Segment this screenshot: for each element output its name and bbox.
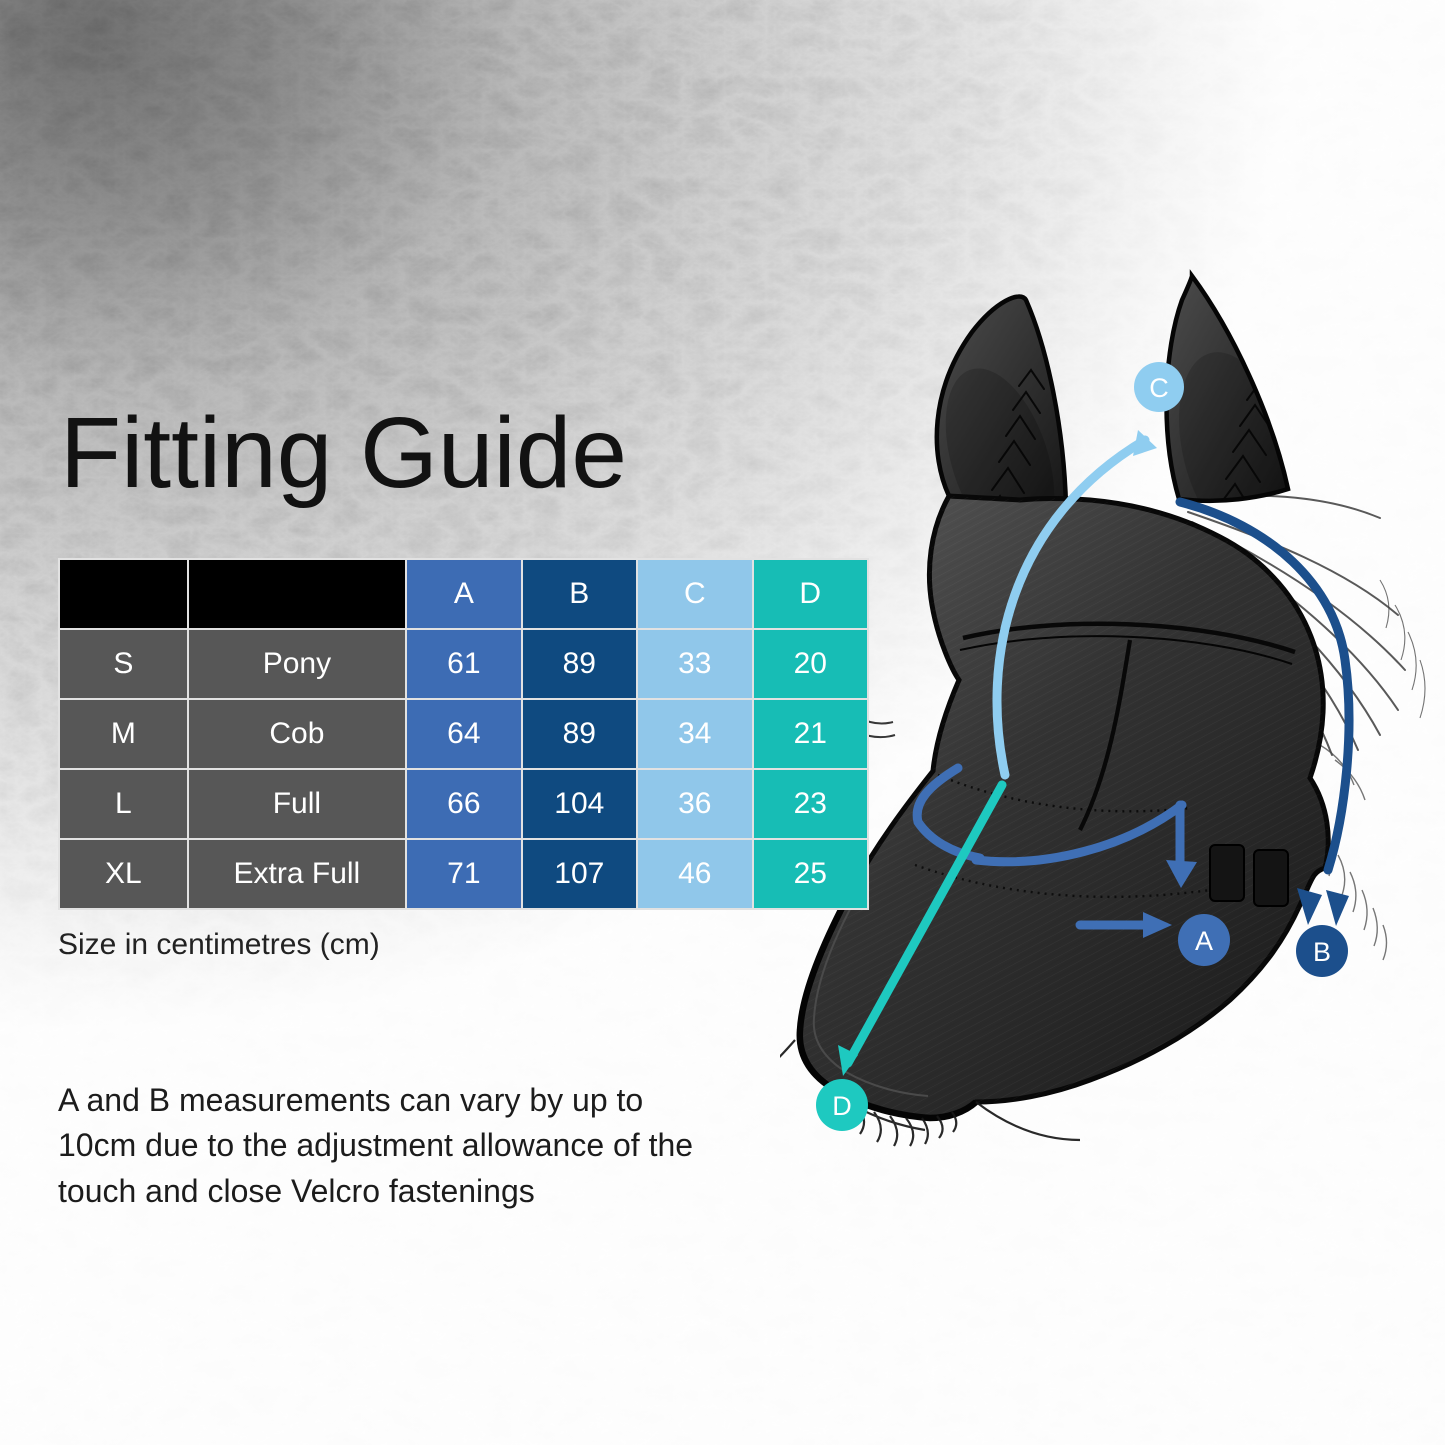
svg-text:C: C <box>1149 373 1169 403</box>
svg-text:A: A <box>1195 926 1213 956</box>
svg-text:B: B <box>1313 937 1331 967</box>
